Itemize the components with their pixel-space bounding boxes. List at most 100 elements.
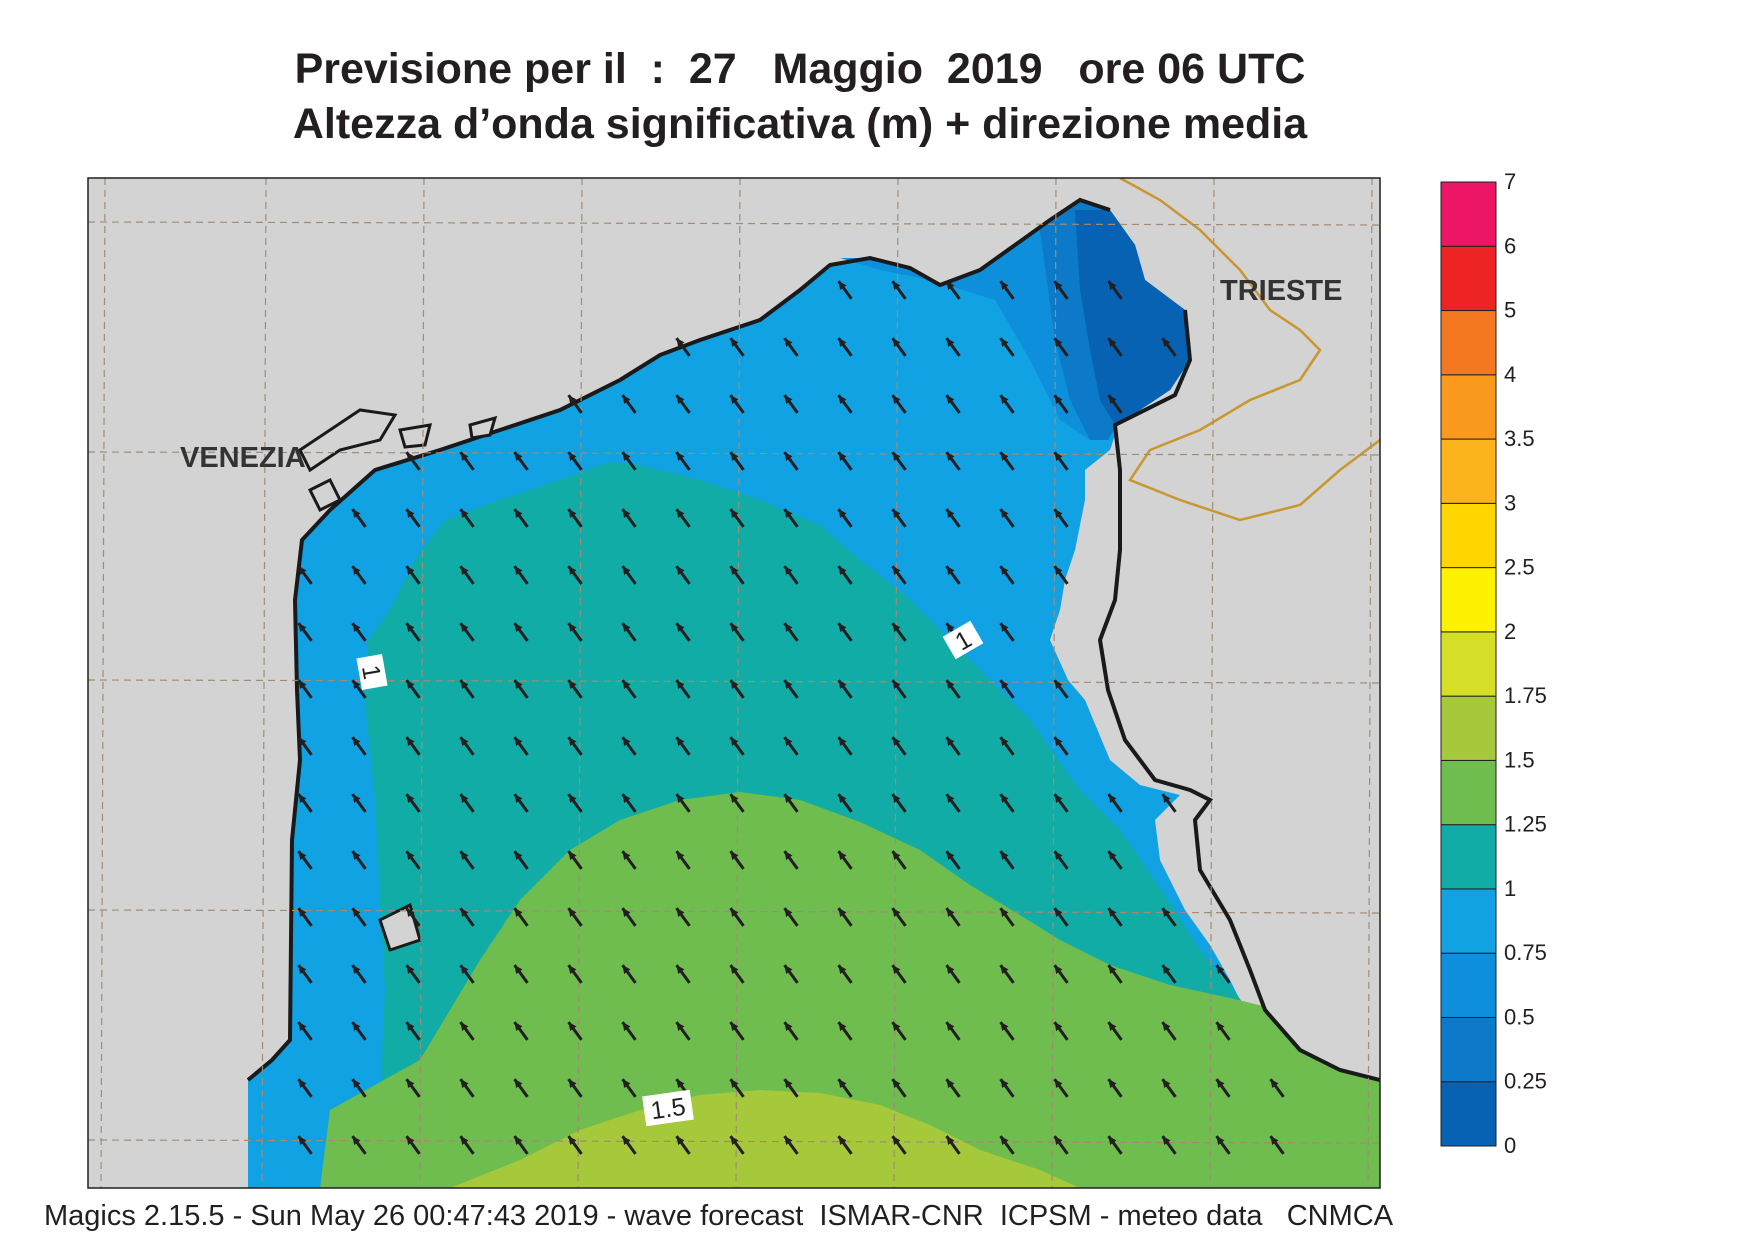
wave-arrow: [1107, 1078, 1123, 1098]
wave-arrow: [1107, 907, 1123, 927]
wave-arrow: [459, 1078, 475, 1098]
wave-arrow: [1053, 394, 1069, 414]
wave-arrow: [621, 1078, 637, 1098]
wave-arrow: [621, 1135, 637, 1155]
wave-arrow: [1161, 1078, 1177, 1098]
istria-land: [1100, 178, 1380, 1080]
wave-arrow: [945, 964, 961, 984]
wave-arrow: [567, 394, 583, 414]
colorbar-tick-label: 1.75: [1504, 683, 1547, 708]
wave-arrow: [999, 394, 1015, 414]
wave-arrow: [513, 1078, 529, 1098]
wave-arrow: [459, 622, 475, 642]
wave-arrow: [675, 793, 691, 813]
wave-arrow: [783, 964, 799, 984]
wave-arrow: [729, 622, 745, 642]
colorbar-swatch: [1440, 245, 1497, 312]
colorbar-tick-label: 5: [1504, 298, 1516, 323]
wave-arrow: [1107, 793, 1123, 813]
wave-arrow: [1107, 1021, 1123, 1041]
wave-arrow: [891, 1135, 907, 1155]
wave-arrow: [621, 850, 637, 870]
wave-arrow: [783, 907, 799, 927]
wave-arrow: [675, 622, 691, 642]
wave-arrow: [405, 565, 421, 585]
wave-arrow: [1107, 280, 1123, 300]
wave-arrow: [1053, 1078, 1069, 1098]
wave-arrow: [945, 508, 961, 528]
wave-arrow: [297, 679, 313, 699]
wave-arrow: [513, 679, 529, 699]
colorbar-swatch: [1440, 695, 1497, 761]
wave-arrow: [351, 964, 367, 984]
wave-arrow: [297, 850, 313, 870]
wave-arrow: [405, 793, 421, 813]
sea-band-1.5-1.75: [450, 1090, 1080, 1188]
colorbar-tick-label: 0.75: [1504, 940, 1547, 965]
wave-arrow: [1053, 1021, 1069, 1041]
wave-arrow: [783, 1021, 799, 1041]
map-subtitle: Altezza d’onda significativa (m) + direz…: [292, 100, 1308, 148]
wave-arrow: [351, 736, 367, 756]
wave-arrow: [729, 736, 745, 756]
wave-arrow: [297, 1135, 313, 1155]
wave-arrow: [783, 508, 799, 528]
wave-arrow: [837, 508, 853, 528]
wave-arrow: [297, 565, 313, 585]
sea-band-0-0.25: [1075, 210, 1190, 425]
wave-arrow: [351, 508, 367, 528]
wave-arrow: [459, 1021, 475, 1041]
wave-arrow: [621, 793, 637, 813]
wave-arrow: [945, 1021, 961, 1041]
colorbar-swatch: [1440, 438, 1497, 504]
colorbar-swatch: [1440, 888, 1497, 954]
wave-arrow: [891, 280, 907, 300]
wave-arrow: [405, 736, 421, 756]
wave-arrow: [567, 451, 583, 471]
city-label-trieste: TRIESTE: [1220, 275, 1342, 307]
wave-arrow: [405, 1135, 421, 1155]
coastline-west: [246, 197, 1111, 1082]
contour-label-1-east: 1: [942, 620, 984, 660]
wave-arrow: [351, 907, 367, 927]
wave-arrow: [945, 337, 961, 357]
colorbar-tick-label: 3: [1504, 490, 1516, 515]
wave-arrow: [837, 1135, 853, 1155]
graticule-meridian: [735, 178, 741, 1188]
wave-arrow: [1161, 1021, 1177, 1041]
map-title: Previsione per il : 27 Maggio 2019 ore 0…: [294, 45, 1306, 93]
wave-arrow: [1215, 1078, 1231, 1098]
wave-arrow: [891, 508, 907, 528]
colorbar-swatch: [1440, 631, 1497, 697]
wave-arrow: [837, 1078, 853, 1098]
wave-arrow: [1107, 850, 1123, 870]
wave-arrow: [837, 394, 853, 414]
wave-arrow: [1053, 793, 1069, 813]
wave-arrow: [729, 1135, 745, 1155]
wave-arrow: [567, 907, 583, 927]
wave-arrow: [405, 907, 421, 927]
wave-arrow: [459, 907, 475, 927]
wave-arrow: [459, 1135, 475, 1155]
wave-arrow: [1053, 907, 1069, 927]
wave-arrow: [945, 736, 961, 756]
wave-arrow: [621, 508, 637, 528]
wave-arrow: [999, 337, 1015, 357]
wave-arrow: [1215, 1021, 1231, 1041]
colorbar-swatch: [1440, 1081, 1497, 1147]
wave-arrow: [459, 793, 475, 813]
colorbar-tick-label: 2: [1504, 619, 1516, 644]
colorbar-tick-label: 4: [1504, 362, 1516, 387]
colorbar-tick-label: 0: [1504, 1133, 1516, 1158]
wave-arrow: [567, 736, 583, 756]
wave-arrow: [783, 736, 799, 756]
wave-arrow: [945, 679, 961, 699]
wave-arrow: [999, 622, 1015, 642]
wave-arrow: [297, 964, 313, 984]
wave-arrow: [513, 907, 529, 927]
graticule-meridian: [577, 178, 583, 1188]
wave-arrow: [783, 793, 799, 813]
wave-arrow: [621, 622, 637, 642]
colorbar-tick-label: 0.25: [1504, 1069, 1547, 1094]
wave-arrow: [1107, 337, 1123, 357]
